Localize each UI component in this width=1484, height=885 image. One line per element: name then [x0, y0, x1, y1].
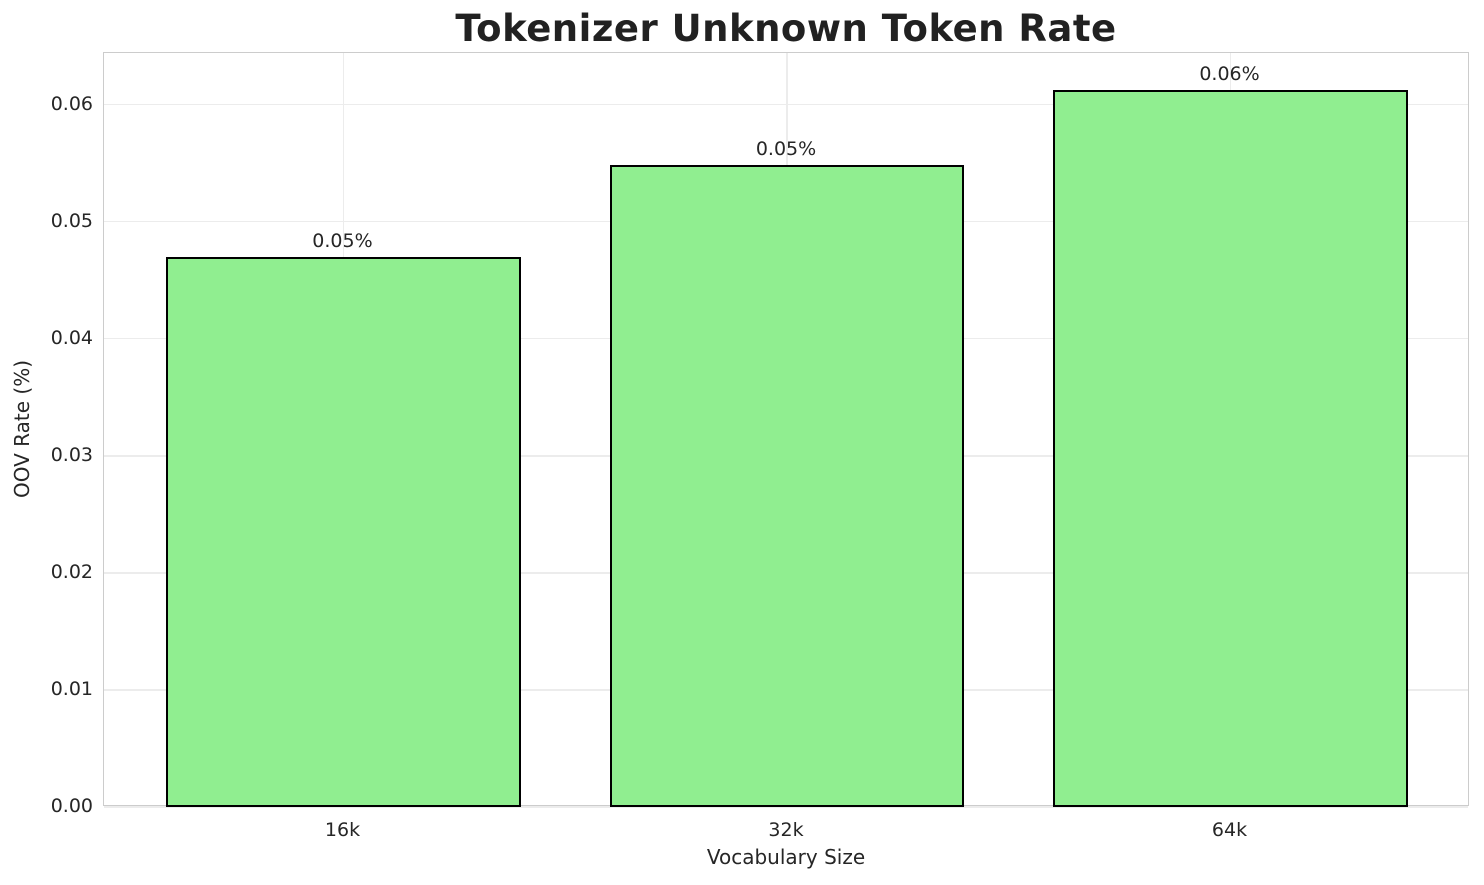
bar: [1053, 90, 1408, 807]
y-tick-label: 0.02: [50, 560, 93, 583]
x-axis-label: Vocabulary Size: [706, 845, 866, 869]
plot-area: [103, 52, 1469, 808]
x-tick-label: 64k: [1211, 819, 1248, 841]
bar: [166, 256, 521, 807]
gridline-h: [104, 806, 1468, 808]
bar: [609, 165, 965, 807]
y-tick-label: 0.05: [50, 209, 93, 232]
gridline-h: [104, 103, 1468, 106]
bar-value-label: 0.06%: [1199, 63, 1260, 86]
y-axis-label: OOV Rate (%): [10, 360, 34, 498]
y-tick-label: 0.01: [50, 677, 93, 700]
y-tick-label: 0.04: [50, 326, 93, 349]
bar-value-label: 0.05%: [312, 229, 373, 252]
x-tick-label: 16k: [324, 819, 361, 841]
y-tick-label: 0.00: [50, 795, 93, 817]
x-tick-label: 32k: [768, 819, 804, 841]
chart-title: Tokenizer Unknown Token Rate: [455, 7, 1117, 50]
bar-value-label: 0.05%: [755, 138, 817, 161]
y-tick-label: 0.03: [50, 443, 93, 466]
y-tick-label: 0.06: [50, 92, 93, 115]
